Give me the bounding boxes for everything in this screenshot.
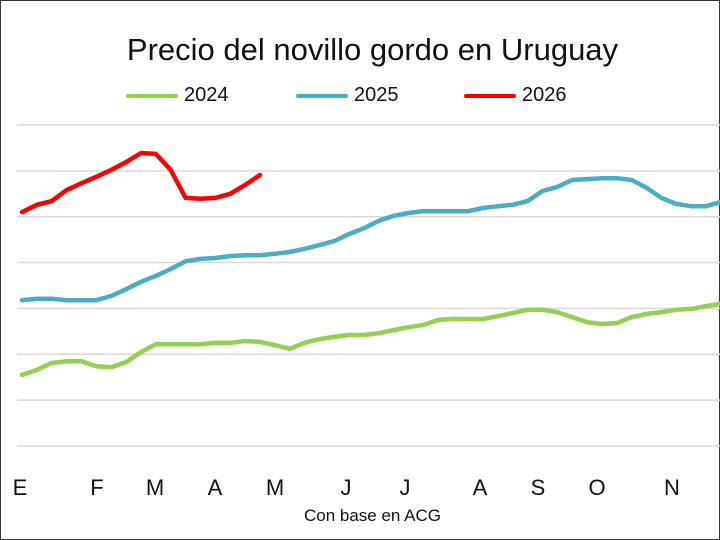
legend-item-2025: 2025 bbox=[296, 84, 399, 107]
x-tick-label: J bbox=[341, 475, 352, 500]
series-line-2026 bbox=[19, 150, 263, 215]
x-tick-label: N bbox=[664, 475, 680, 500]
x-tick-label: M bbox=[266, 475, 284, 500]
legend-label: 2024 bbox=[184, 84, 229, 106]
legend-item-2026: 2026 bbox=[464, 84, 567, 107]
legend: 2024 2025 2026 bbox=[0, 84, 720, 110]
x-tick-label: O bbox=[588, 475, 605, 500]
legend-swatch-2024 bbox=[126, 93, 178, 98]
legend-label: 2026 bbox=[522, 84, 567, 106]
legend-swatch-2025 bbox=[296, 93, 348, 98]
legend-item-2024: 2024 bbox=[126, 84, 229, 107]
legend-label: 2025 bbox=[354, 84, 399, 106]
source-note: Con base en ACG bbox=[303, 506, 442, 525]
x-tick-label: A bbox=[473, 475, 488, 500]
x-tick-label: E bbox=[13, 475, 28, 500]
x-tick-label: A bbox=[208, 475, 223, 500]
x-tick-label: F bbox=[90, 475, 103, 500]
x-tick-label: S bbox=[531, 475, 546, 500]
series-line-2024 bbox=[19, 301, 720, 378]
legend-swatch-2026 bbox=[464, 93, 516, 98]
x-tick-label: M bbox=[146, 475, 164, 500]
series-line-2025 bbox=[19, 175, 720, 303]
chart-title: Precio del novillo gordo en Uruguay bbox=[126, 32, 619, 67]
x-tick-label: J bbox=[400, 475, 411, 500]
